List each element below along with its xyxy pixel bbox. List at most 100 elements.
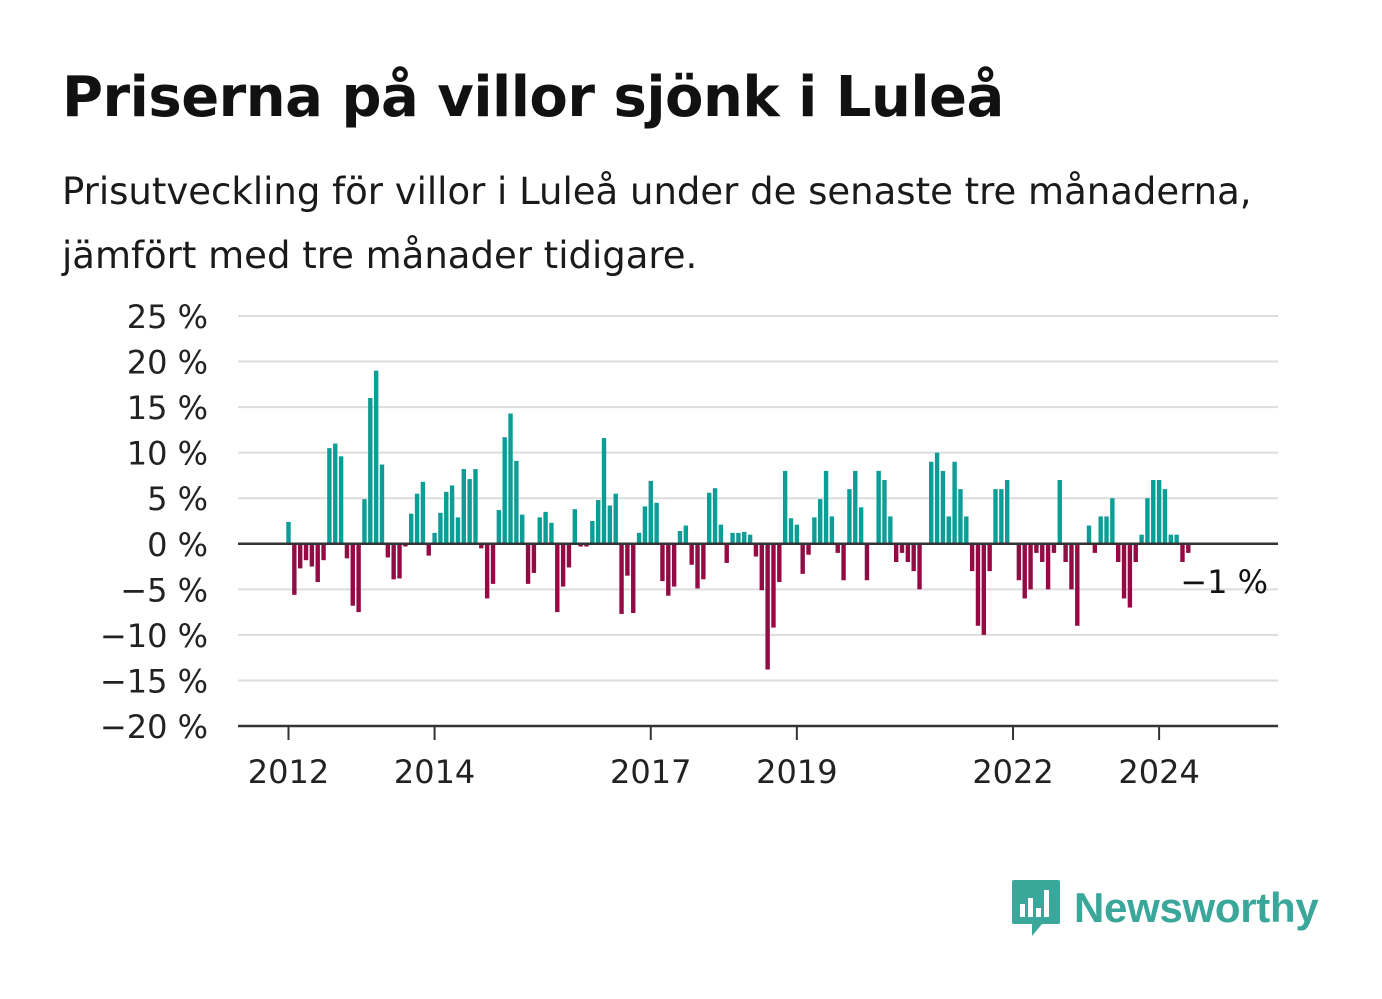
bar (1156, 480, 1162, 544)
x-tick-label: 2014 (394, 753, 475, 791)
bar (794, 524, 800, 544)
bar-chart-speech-bubble-icon (1012, 880, 1060, 936)
y-tick-label: −15 % (100, 662, 208, 700)
bar (350, 543, 355, 606)
bar (438, 512, 443, 544)
bar (356, 543, 361, 613)
bar (835, 543, 840, 553)
bar (853, 470, 858, 544)
bar (537, 517, 542, 544)
bar (362, 499, 367, 544)
bar (449, 485, 455, 544)
bar (747, 534, 753, 544)
bar (736, 532, 741, 544)
bar (590, 521, 595, 544)
bar (1057, 480, 1062, 544)
bar (315, 543, 320, 583)
bar (420, 481, 426, 544)
bar (864, 543, 870, 581)
bar (309, 543, 315, 567)
bar (841, 543, 846, 581)
bar (572, 509, 578, 544)
bar (888, 516, 893, 544)
bar (636, 532, 642, 544)
bar (858, 507, 864, 544)
bar (1145, 498, 1150, 544)
bar (812, 517, 817, 544)
bar (607, 505, 613, 544)
y-tick-label: 0 % (147, 526, 208, 564)
bar (905, 543, 911, 562)
bar (508, 413, 513, 544)
bar (964, 516, 969, 544)
bar (432, 532, 437, 544)
bar (981, 543, 987, 635)
bar (701, 543, 706, 580)
bar (946, 516, 951, 544)
bar (1004, 480, 1010, 544)
bar (496, 510, 502, 544)
bar (934, 452, 940, 544)
bar (987, 543, 992, 572)
bar (806, 543, 811, 555)
bar (1028, 543, 1033, 590)
bar (876, 470, 881, 544)
bar (829, 516, 835, 544)
bar (543, 511, 548, 544)
chart-title: Priserna på villor sjönk i Luleå (62, 65, 1004, 130)
bar (940, 470, 946, 544)
bar (782, 470, 788, 544)
bar (595, 500, 601, 544)
bar (999, 489, 1004, 544)
bar (1051, 543, 1057, 553)
bar (549, 522, 554, 544)
bar (1086, 525, 1092, 544)
bar (648, 480, 653, 544)
bar (292, 543, 297, 595)
y-tick-label: −5 % (120, 571, 208, 609)
bar (426, 543, 431, 556)
brand-name: Newsworthy (1074, 884, 1319, 931)
bar (473, 469, 478, 544)
bar (753, 543, 759, 557)
bar (654, 502, 659, 544)
bar (1098, 516, 1103, 544)
bar (490, 543, 496, 584)
bar (631, 543, 636, 614)
bars (286, 370, 1191, 670)
x-tick-label: 2024 (1118, 753, 1199, 791)
bar (917, 543, 922, 590)
bar (1034, 543, 1039, 553)
y-tick-label: 5 % (147, 480, 208, 518)
bar (1040, 543, 1045, 562)
bar (461, 469, 466, 544)
bar (689, 543, 694, 565)
y-tick-label: 20 % (127, 344, 208, 382)
bar (379, 464, 385, 544)
bar (666, 543, 671, 596)
chart-subtitle: Prisutveckling för villor i Luleå under … (62, 170, 1252, 277)
bar (958, 489, 963, 544)
bar (531, 543, 537, 573)
bar (368, 398, 373, 544)
bar (823, 470, 829, 544)
bar (1022, 543, 1027, 599)
last-value-label: −1 % (1180, 563, 1268, 601)
bar (333, 443, 338, 544)
bar (1139, 534, 1144, 544)
bar (373, 370, 379, 544)
bar (1045, 543, 1051, 590)
bar (993, 489, 998, 544)
bar (847, 489, 852, 544)
bar (1110, 498, 1115, 544)
bar (391, 543, 396, 580)
bar (707, 492, 712, 544)
bar (1186, 543, 1191, 553)
bar (525, 543, 531, 584)
bar (1133, 543, 1138, 562)
bar (1075, 543, 1080, 626)
bar (771, 543, 776, 628)
bar (718, 524, 724, 544)
bar (1121, 543, 1127, 599)
